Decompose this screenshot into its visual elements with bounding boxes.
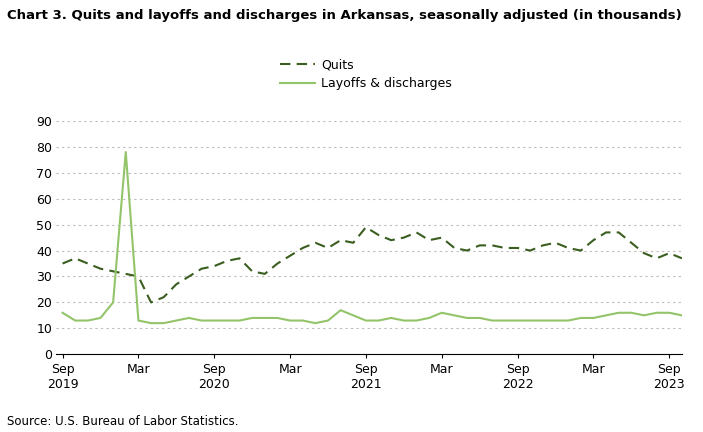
Text: Source: U.S. Bureau of Labor Statistics.: Source: U.S. Bureau of Labor Statistics. [7, 415, 238, 428]
Text: Chart 3. Quits and layoffs and discharges in Arkansas, seasonally adjusted (in t: Chart 3. Quits and layoffs and discharge… [7, 9, 682, 22]
Legend: Quits, Layoffs & discharges: Quits, Layoffs & discharges [280, 58, 451, 90]
